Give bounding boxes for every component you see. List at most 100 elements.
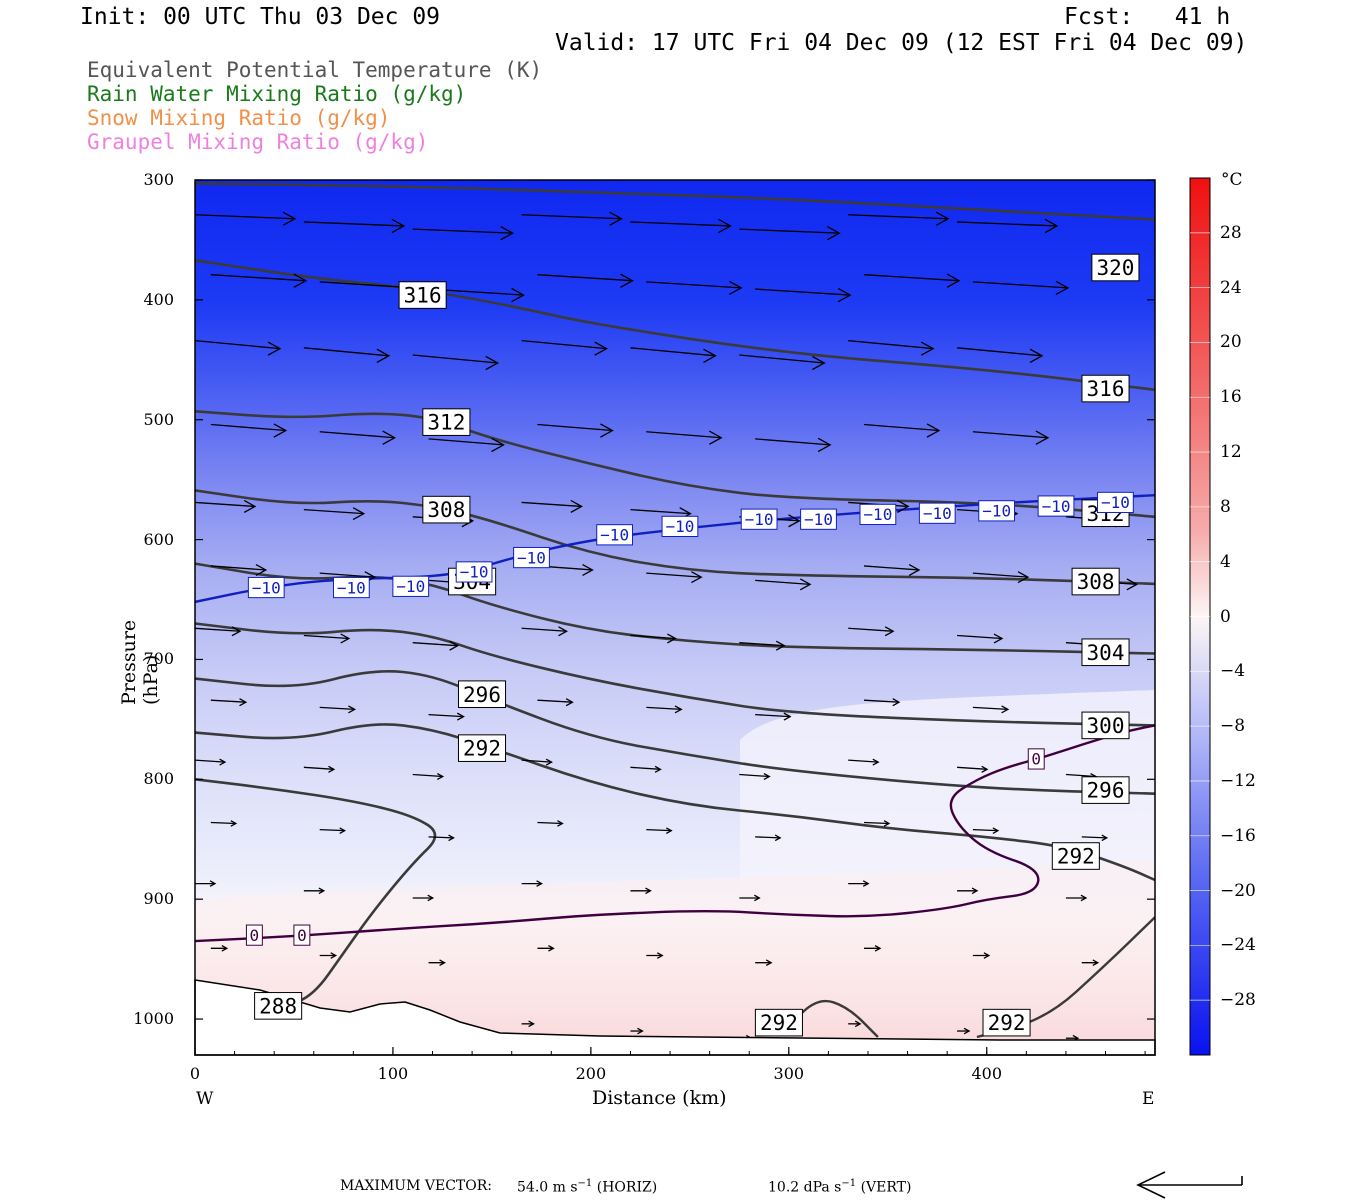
wind-vector bbox=[646, 571, 703, 584]
temperature-label-0-3: −10 bbox=[455, 561, 493, 583]
wind-vector bbox=[630, 218, 732, 234]
colorbar-tick-label: −24 bbox=[1220, 935, 1256, 956]
wind-vector bbox=[864, 820, 891, 827]
theta-e-contour-304 bbox=[195, 562, 1155, 655]
temperature-label-0-2: −10 bbox=[392, 575, 430, 597]
wind-vector bbox=[957, 347, 1044, 363]
wind-vector bbox=[521, 880, 543, 887]
wind-vector bbox=[303, 218, 406, 234]
valid-time: Valid: 17 UTC Fri 04 Dec 09 (12 EST Fri … bbox=[555, 30, 1248, 56]
wind-vector bbox=[195, 339, 282, 356]
wind-vector bbox=[739, 225, 841, 241]
svg-text:−10: −10 bbox=[1101, 493, 1130, 512]
svg-text:−10: −10 bbox=[745, 510, 774, 529]
svg-text:−10: −10 bbox=[804, 510, 833, 529]
wind-vector bbox=[848, 880, 870, 887]
svg-text:−10: −10 bbox=[396, 577, 425, 596]
wind-vector bbox=[1081, 959, 1100, 967]
theta-e-label-320: 320 bbox=[1091, 253, 1140, 282]
theta-e-label-296-b: 296 bbox=[1081, 776, 1130, 804]
wind-vector bbox=[195, 499, 257, 513]
wind-vector bbox=[739, 354, 826, 371]
temperature-label-1-1: 0 bbox=[293, 924, 311, 946]
svg-text:0: 0 bbox=[297, 926, 307, 945]
wind-vector bbox=[195, 758, 227, 766]
theta-e-label-300: 300 bbox=[1081, 711, 1130, 740]
svg-text:292: 292 bbox=[1057, 845, 1095, 869]
wind-vector bbox=[195, 880, 217, 887]
wind-vector bbox=[1081, 834, 1109, 842]
wind-vector bbox=[521, 211, 623, 226]
wind-vector bbox=[537, 698, 574, 707]
theta-e-label-304-b: 304 bbox=[1081, 638, 1130, 667]
legend-theta-e: Equivalent Potential Temperature (K) bbox=[87, 58, 543, 82]
wind-vector bbox=[848, 626, 895, 637]
colorbar-tick-label: −8 bbox=[1220, 716, 1246, 737]
svg-text:292: 292 bbox=[463, 737, 501, 761]
wind-vector bbox=[537, 273, 634, 288]
wind-vector bbox=[863, 698, 901, 707]
wind-vector bbox=[646, 827, 673, 834]
colorbar-tick-label: −16 bbox=[1220, 825, 1256, 846]
svg-text:−10: −10 bbox=[982, 502, 1011, 521]
wind-vector bbox=[412, 354, 500, 371]
legend-rain: Rain Water Mixing Ratio (g/kg) bbox=[87, 82, 467, 106]
wind-vector bbox=[521, 499, 583, 513]
wind-vector bbox=[957, 218, 1059, 234]
wind-vector bbox=[957, 1027, 971, 1035]
colorbar-tick-label: 24 bbox=[1220, 277, 1242, 298]
wind-vector bbox=[848, 211, 950, 226]
y-axis-label: Pressure (hPa) bbox=[118, 619, 162, 705]
y-tick-label: 900 bbox=[143, 889, 174, 909]
wind-vector bbox=[739, 772, 771, 781]
colorbar-tick-label: 4 bbox=[1220, 551, 1231, 572]
x-tick-label: 0 bbox=[189, 1064, 201, 1083]
colorbar-tick-label: 20 bbox=[1220, 332, 1242, 353]
warm-region-lower bbox=[195, 860, 1155, 1055]
wind-vector bbox=[863, 423, 941, 438]
wind-vector bbox=[428, 959, 446, 967]
wind-vector bbox=[957, 765, 989, 773]
wind-vector bbox=[739, 640, 786, 651]
forecast-hour: Fcst: 41 h bbox=[1064, 4, 1231, 30]
contour-labels: 3203163163123123083083043043002962962922… bbox=[245, 253, 1140, 1037]
wind-vector bbox=[863, 563, 921, 576]
wind-vector bbox=[537, 423, 614, 438]
wind-vector bbox=[957, 633, 1004, 644]
theta-e-contour-288 bbox=[195, 778, 437, 1009]
shaded-field bbox=[195, 180, 1155, 1055]
footer-max-vector-label: MAXIMUM VECTOR: bbox=[340, 1178, 492, 1194]
wind-vector bbox=[537, 945, 555, 952]
wind-vector bbox=[957, 887, 979, 895]
temperature-label-1-2: 0 bbox=[1027, 748, 1045, 770]
temperature-label-0-10: −10 bbox=[918, 502, 956, 524]
y-tick-label: 300 bbox=[143, 170, 174, 189]
temperature-label-0-1: −10 bbox=[332, 576, 370, 599]
wind-vector bbox=[521, 626, 568, 637]
svg-text:−10: −10 bbox=[665, 517, 694, 536]
y-tick-label: 400 bbox=[143, 289, 174, 309]
wind-vector bbox=[319, 430, 397, 445]
x-tick-label: 200 bbox=[575, 1064, 607, 1083]
wind-vector bbox=[319, 952, 338, 959]
x-end-label-west: W bbox=[196, 1089, 214, 1109]
legend-snow: Snow Mixing Ratio (g/kg) bbox=[87, 106, 391, 130]
y-tick-label: 800 bbox=[143, 769, 174, 789]
temperature-label-0-9: −10 bbox=[859, 503, 897, 526]
footer-horiz-value: 54.0 m s−1 (HORIZ) bbox=[517, 1178, 658, 1196]
temperature-label-0-12: −10 bbox=[1037, 495, 1075, 517]
wind-vector bbox=[646, 280, 743, 296]
svg-text:296: 296 bbox=[1087, 779, 1125, 803]
y-tick-label: 700 bbox=[143, 649, 174, 669]
wind-vector bbox=[755, 287, 852, 303]
y-tick-label: 600 bbox=[143, 529, 174, 549]
wind-vector bbox=[210, 273, 308, 288]
svg-text:304: 304 bbox=[1087, 641, 1125, 665]
svg-text:−10: −10 bbox=[600, 526, 629, 545]
x-axis-label: Distance (km) bbox=[592, 1087, 727, 1109]
theta-e-label-312: 312 bbox=[422, 408, 471, 436]
x-tick-label: 400 bbox=[971, 1064, 1003, 1083]
wind-vector bbox=[412, 225, 515, 241]
wind-vector bbox=[630, 347, 717, 363]
